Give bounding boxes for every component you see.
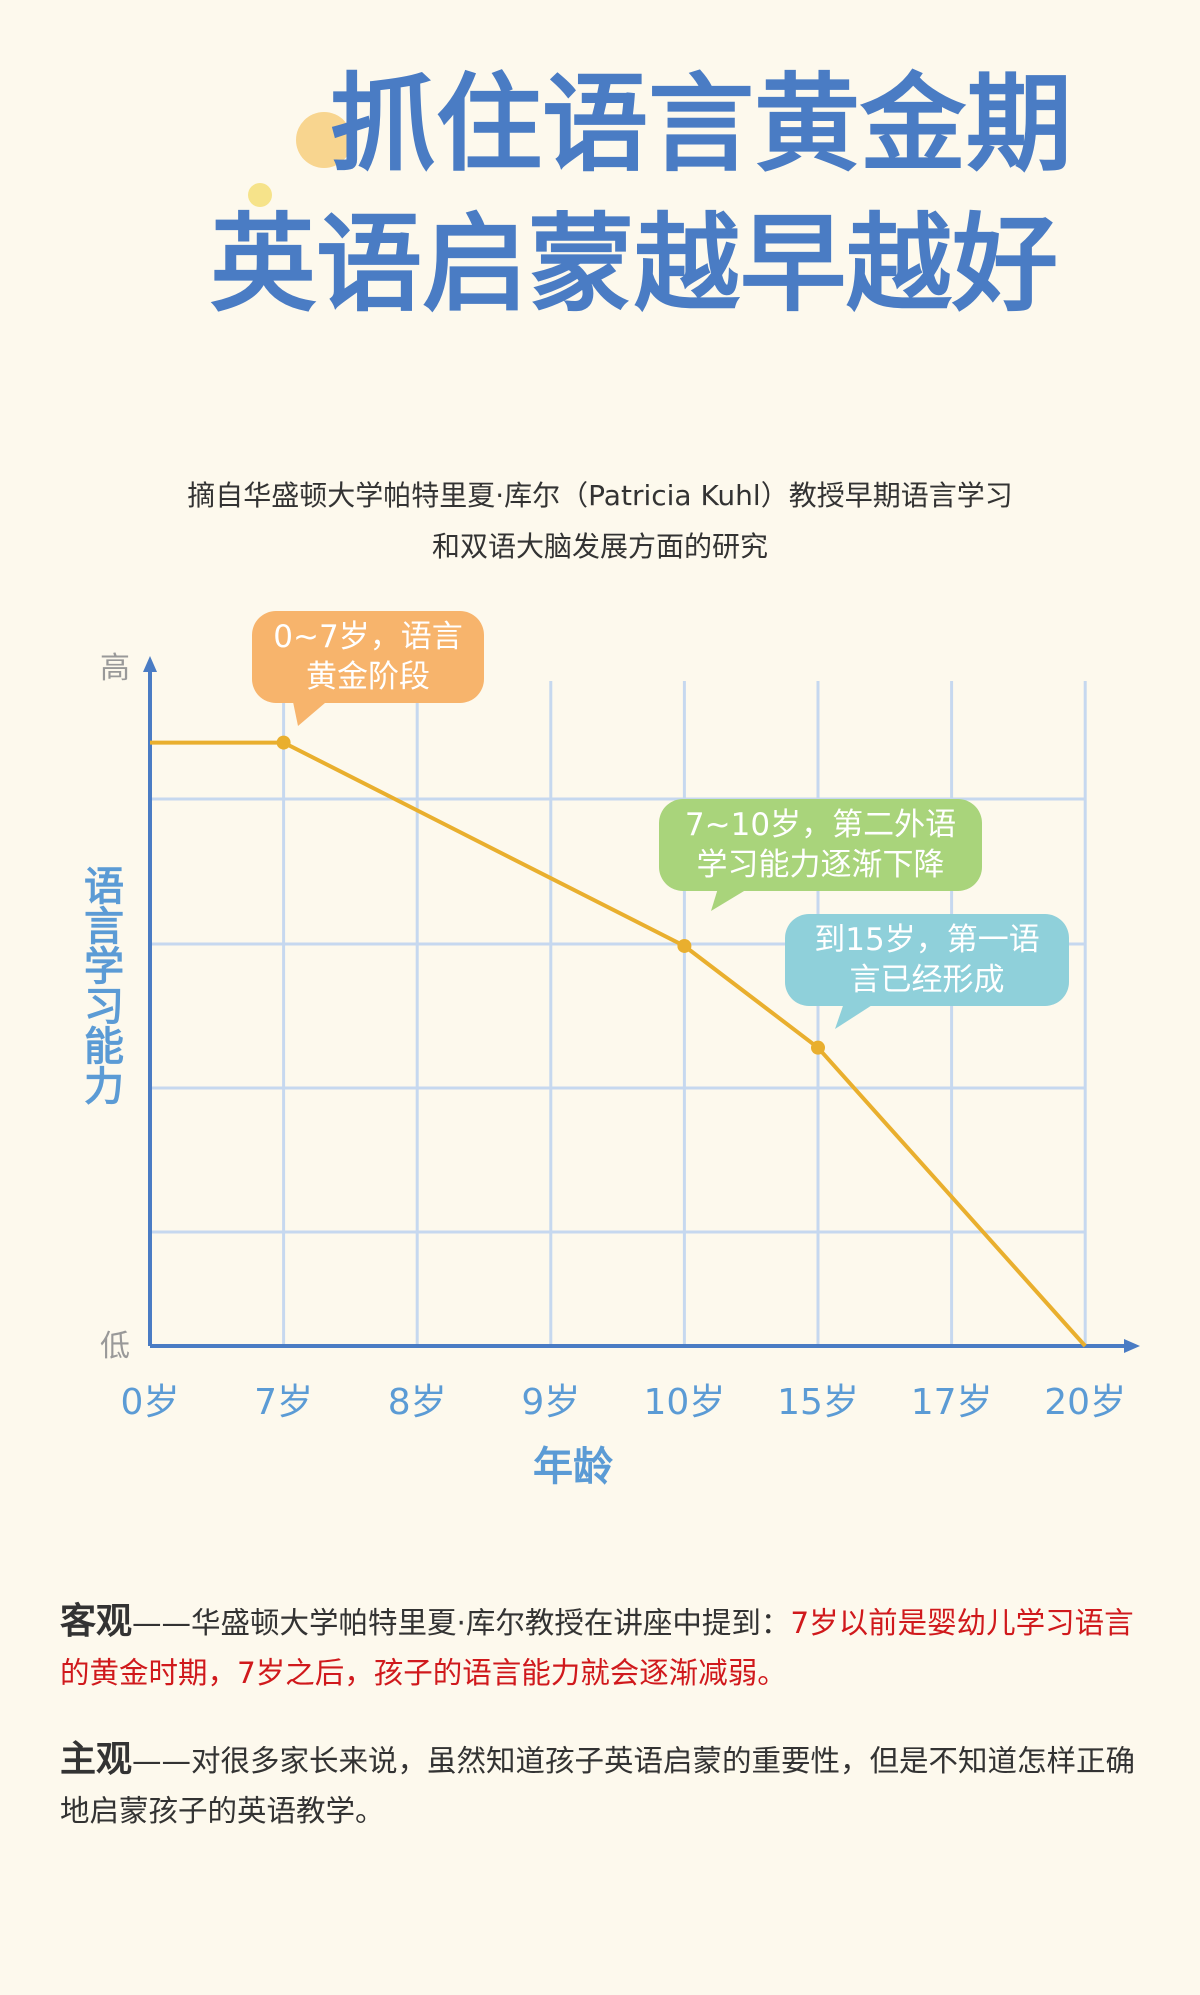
annotation: 0~7岁，语言黄金阶段 [252, 611, 484, 703]
x-axis-arrow [1124, 1339, 1140, 1353]
x-tick-label: 20岁 [1044, 1382, 1126, 1423]
bubble-tail [711, 885, 754, 911]
bubble-tail [292, 697, 332, 726]
text: ——华盛顿大学帕特里夏·库尔教授在讲座中提到： [132, 1606, 791, 1640]
x-tick-label: 9岁 [521, 1382, 580, 1423]
x-tick-label: 17岁 [911, 1382, 993, 1423]
highlight: 7岁以前是婴幼儿学习语言的黄金时期，7岁之后，孩子的语言能力就会逐渐减弱。 [60, 1606, 1134, 1690]
y-axis-title: 语言学习能力 [77, 865, 124, 1106]
source: 摘自华盛顿大学帕特里夏·库尔（Patricia Kuhl）教授早期语言学习 [187, 479, 1013, 512]
title: 抓住语言黄金期 [330, 63, 1072, 186]
lead: 客观 [60, 1601, 133, 1642]
title: 英语启蒙越早越好 [210, 203, 1058, 326]
bubble-tail [835, 1000, 880, 1029]
x-tick-label: 10岁 [643, 1382, 725, 1423]
annotation: 7~10岁，第二外语学习能力逐渐下降 [659, 799, 982, 891]
source: 和双语大脑发展方面的研究 [431, 530, 768, 563]
decor-dot [296, 112, 352, 168]
x-tick-label: 7岁 [254, 1382, 313, 1423]
point-marker [276, 735, 291, 750]
paragraph: 客观——华盛顿大学帕特里夏·库尔教授在讲座中提到：7岁以前是婴幼儿学习语言的黄金… [60, 1597, 1150, 1698]
x-tick-label: 15岁 [777, 1382, 859, 1423]
y-tick-label: 低 [100, 1329, 130, 1364]
data-line [150, 740, 1087, 1348]
y-axis-arrow [143, 656, 157, 672]
text: ——对很多家长来说，虽然知道孩子英语启蒙的重要性，但是不知道怎样正确地启蒙孩子的… [60, 1744, 1136, 1828]
annotation: 到15岁，第一语言已经形成 [785, 914, 1069, 1006]
paragraph: 主观——对很多家长来说，虽然知道孩子英语启蒙的重要性，但是不知道怎样正确地启蒙孩… [60, 1735, 1150, 1836]
point-marker [811, 1040, 825, 1055]
x-axis-title: 年龄 [533, 1444, 613, 1490]
x-tick-label: 8岁 [388, 1382, 447, 1423]
y-tick-label: 高 [100, 651, 130, 686]
lead: 主观 [60, 1739, 133, 1780]
point-marker [677, 938, 692, 953]
decor-dot [248, 183, 272, 207]
x-tick-label: 0岁 [121, 1382, 180, 1423]
